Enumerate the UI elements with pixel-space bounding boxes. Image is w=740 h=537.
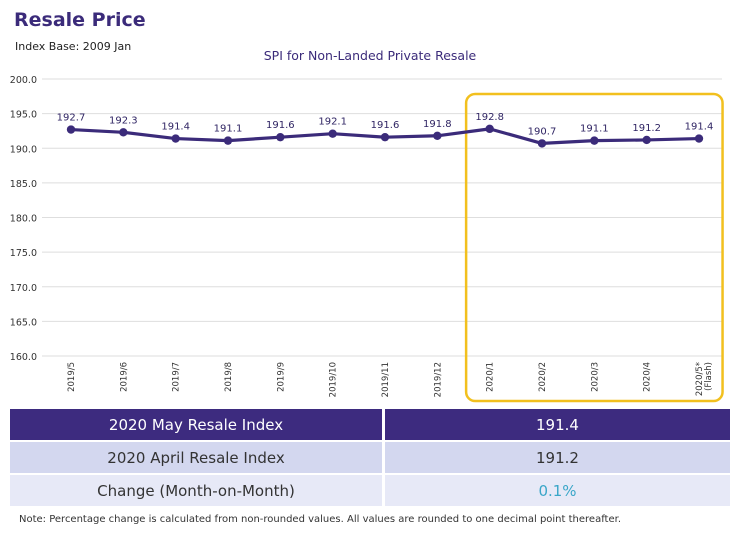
data-point (380, 132, 390, 142)
data-label: 191.8 (423, 119, 452, 130)
x-tick-label: 2019/12 (433, 362, 443, 397)
index-base-label: Index Base: 2009 Jan (15, 40, 132, 53)
y-tick-label: 190.0 (10, 144, 37, 155)
table-cell-label: 2020 May Resale Index (10, 409, 385, 442)
x-tick-label: 2019/11 (381, 362, 391, 397)
x-tick-text: 2019/11 (381, 362, 391, 397)
x-tick-text: 2020/2 (538, 362, 548, 392)
data-label: 192.1 (318, 117, 347, 128)
data-point (485, 124, 494, 134)
data-label: 191.4 (161, 122, 190, 133)
x-tick-text: 2019/10 (329, 362, 339, 397)
x-tick-text: 2019/6 (119, 362, 129, 392)
data-label: 191.6 (371, 120, 400, 131)
y-tick-label: 165.0 (10, 317, 37, 328)
data-point (642, 135, 651, 145)
data-point (694, 134, 704, 143)
data-point (66, 125, 76, 134)
data-point (328, 129, 337, 138)
x-tick-label: 2019/6 (119, 362, 129, 392)
x-tick-label: 2019/9 (276, 362, 286, 392)
x-tick-label: 2020/2 (538, 362, 548, 392)
table-cell-value: 0.1% (383, 474, 730, 508)
table-cell-value: 191.2 (383, 441, 730, 475)
line-chart: SPI for Non-Landed Private Resale 192.7 1… (10, 48, 724, 403)
data-label: 191.4 (685, 122, 714, 133)
data-label: 192.7 (57, 113, 86, 124)
y-tick-label: 185.0 (10, 179, 37, 190)
table-row: 2020 May Resale Index 191.4 (10, 409, 730, 442)
x-tick-label: 2019/8 (224, 362, 234, 392)
x-tick-text: 2020/4 (643, 362, 653, 392)
x-tick-label: 2019/5 (67, 362, 77, 392)
x-tick-label: 2020/1 (486, 362, 496, 392)
x-tick-label: 2020/3 (590, 362, 600, 392)
y-tick-label: 160.0 (10, 352, 37, 363)
table-cell-label: 2020 April Resale Index (10, 441, 385, 475)
highlight-box (464, 92, 724, 403)
data-label: 192.3 (109, 115, 138, 126)
x-tick-text: 2019/12 (433, 362, 443, 397)
resale-index-table: 2020 May Resale Index 191.4 2020 April R… (10, 409, 730, 508)
table-cell-value: 191.4 (383, 409, 730, 442)
y-tick-label: 195.0 (10, 110, 37, 121)
table-cell-label: Change (Month-on-Month) (10, 474, 385, 508)
data-point (223, 136, 233, 145)
y-tick-label: 200.0 (10, 75, 37, 86)
data-label: 191.6 (266, 120, 295, 131)
table-row: 2020 April Resale Index 191.2 (10, 441, 730, 475)
data-label: 190.7 (528, 126, 557, 137)
x-tick-label: 2019/7 (172, 362, 182, 392)
data-point (433, 131, 442, 140)
table-row: Change (Month-on-Month) 0.1% (10, 474, 730, 508)
data-label: 191.1 (580, 124, 609, 135)
data-point (171, 134, 180, 143)
data-label: 192.8 (475, 112, 504, 123)
x-tick-text: 2020/3 (590, 362, 600, 392)
y-tick-label: 170.0 (10, 283, 37, 294)
data-point (276, 132, 285, 142)
y-tick-label: 180.0 (10, 214, 37, 225)
data-label: 191.2 (632, 123, 661, 134)
x-tick-text: 2019/9 (276, 362, 286, 392)
data-point (590, 136, 599, 145)
x-tick-label: 2020/4 (643, 362, 653, 392)
x-tick-label: 2020/5*(Flash) (695, 362, 714, 396)
x-tick-text: 2019/7 (172, 362, 182, 392)
page-title: Resale Price (14, 9, 146, 31)
x-tick-text: 2020/5*(Flash) (695, 362, 714, 396)
data-label: 191.1 (214, 124, 243, 135)
footnote: Note: Percentage change is calculated fr… (19, 514, 621, 525)
x-tick-text: 2020/1 (486, 362, 496, 392)
x-tick-text: 2019/5 (67, 362, 77, 392)
x-tick-label: 2019/10 (329, 362, 339, 397)
data-point (537, 139, 547, 148)
chart-title: SPI for Non-Landed Private Resale (264, 48, 477, 63)
x-tick-text: 2019/8 (224, 362, 234, 392)
data-point (119, 128, 128, 137)
y-tick-label: 175.0 (10, 248, 37, 259)
